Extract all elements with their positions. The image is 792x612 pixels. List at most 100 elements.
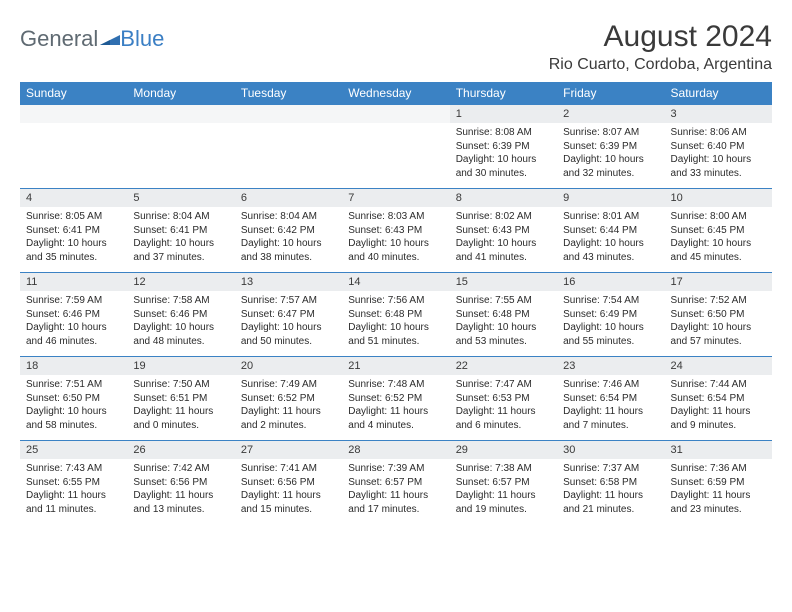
info-cell: Sunrise: 8:01 AMSunset: 6:44 PMDaylight:… <box>557 207 664 273</box>
sunset-text: Sunset: 6:54 PM <box>563 392 658 406</box>
sunrise-text: Sunrise: 7:50 AM <box>133 378 228 392</box>
title-block: August 2024 Rio Cuarto, Cordoba, Argenti… <box>549 20 772 74</box>
sunrise-text: Sunrise: 8:07 AM <box>563 126 658 140</box>
sunset-text: Sunset: 6:57 PM <box>348 476 443 490</box>
daylight-text: Daylight: 10 hours and 30 minutes. <box>456 153 551 180</box>
info-row: Sunrise: 7:51 AMSunset: 6:50 PMDaylight:… <box>20 375 772 441</box>
info-cell: Sunrise: 7:48 AMSunset: 6:52 PMDaylight:… <box>342 375 449 441</box>
date-cell: 14 <box>342 273 449 292</box>
date-cell: 23 <box>557 357 664 376</box>
sunrise-text: Sunrise: 7:36 AM <box>671 462 766 476</box>
sunrise-text: Sunrise: 7:49 AM <box>241 378 336 392</box>
brand-logo: General Blue <box>20 26 164 52</box>
sunset-text: Sunset: 6:45 PM <box>671 224 766 238</box>
date-cell: 3 <box>665 105 772 124</box>
daylight-text: Daylight: 11 hours and 2 minutes. <box>241 405 336 432</box>
daylight-text: Daylight: 10 hours and 33 minutes. <box>671 153 766 180</box>
dayhead-saturday: Saturday <box>665 82 772 105</box>
daylight-text: Daylight: 10 hours and 40 minutes. <box>348 237 443 264</box>
sunset-text: Sunset: 6:57 PM <box>456 476 551 490</box>
sunset-text: Sunset: 6:39 PM <box>563 140 658 154</box>
info-cell <box>127 123 234 189</box>
info-cell <box>342 123 449 189</box>
date-cell: 1 <box>450 105 557 124</box>
date-cell: 12 <box>127 273 234 292</box>
info-cell: Sunrise: 8:03 AMSunset: 6:43 PMDaylight:… <box>342 207 449 273</box>
date-cell: 10 <box>665 189 772 208</box>
date-cell: 21 <box>342 357 449 376</box>
date-cell <box>342 105 449 124</box>
date-cell: 24 <box>665 357 772 376</box>
info-cell: Sunrise: 7:57 AMSunset: 6:47 PMDaylight:… <box>235 291 342 357</box>
daylight-text: Daylight: 11 hours and 19 minutes. <box>456 489 551 516</box>
date-cell: 7 <box>342 189 449 208</box>
date-cell: 6 <box>235 189 342 208</box>
info-cell: Sunrise: 7:52 AMSunset: 6:50 PMDaylight:… <box>665 291 772 357</box>
brand-text-general: General <box>20 26 98 52</box>
sunrise-text: Sunrise: 7:44 AM <box>671 378 766 392</box>
daylight-text: Daylight: 11 hours and 4 minutes. <box>348 405 443 432</box>
sunrise-text: Sunrise: 7:55 AM <box>456 294 551 308</box>
date-cell: 15 <box>450 273 557 292</box>
daylight-text: Daylight: 11 hours and 21 minutes. <box>563 489 658 516</box>
info-cell: Sunrise: 7:37 AMSunset: 6:58 PMDaylight:… <box>557 459 664 524</box>
info-row: Sunrise: 8:05 AMSunset: 6:41 PMDaylight:… <box>20 207 772 273</box>
sunset-text: Sunset: 6:56 PM <box>241 476 336 490</box>
info-cell: Sunrise: 7:59 AMSunset: 6:46 PMDaylight:… <box>20 291 127 357</box>
sunset-text: Sunset: 6:53 PM <box>456 392 551 406</box>
date-cell <box>127 105 234 124</box>
sunrise-text: Sunrise: 8:04 AM <box>241 210 336 224</box>
sunset-text: Sunset: 6:41 PM <box>26 224 121 238</box>
dayhead-wednesday: Wednesday <box>342 82 449 105</box>
date-cell: 16 <box>557 273 664 292</box>
daylight-text: Daylight: 11 hours and 11 minutes. <box>26 489 121 516</box>
sunrise-text: Sunrise: 7:54 AM <box>563 294 658 308</box>
sunrise-text: Sunrise: 7:56 AM <box>348 294 443 308</box>
sunrise-text: Sunrise: 7:38 AM <box>456 462 551 476</box>
date-cell: 31 <box>665 441 772 460</box>
info-cell: Sunrise: 7:38 AMSunset: 6:57 PMDaylight:… <box>450 459 557 524</box>
info-cell: Sunrise: 7:41 AMSunset: 6:56 PMDaylight:… <box>235 459 342 524</box>
daylight-text: Daylight: 10 hours and 35 minutes. <box>26 237 121 264</box>
sunrise-text: Sunrise: 7:37 AM <box>563 462 658 476</box>
sunrise-text: Sunrise: 8:00 AM <box>671 210 766 224</box>
sunset-text: Sunset: 6:44 PM <box>563 224 658 238</box>
location-text: Rio Cuarto, Cordoba, Argentina <box>549 56 772 74</box>
daylight-text: Daylight: 10 hours and 55 minutes. <box>563 321 658 348</box>
calendar-table: Sunday Monday Tuesday Wednesday Thursday… <box>20 82 772 524</box>
sunset-text: Sunset: 6:52 PM <box>241 392 336 406</box>
date-row: 25262728293031 <box>20 441 772 460</box>
sunrise-text: Sunrise: 7:58 AM <box>133 294 228 308</box>
daylight-text: Daylight: 11 hours and 0 minutes. <box>133 405 228 432</box>
info-cell: Sunrise: 7:39 AMSunset: 6:57 PMDaylight:… <box>342 459 449 524</box>
dayhead-tuesday: Tuesday <box>235 82 342 105</box>
daylight-text: Daylight: 11 hours and 13 minutes. <box>133 489 228 516</box>
daylight-text: Daylight: 10 hours and 46 minutes. <box>26 321 121 348</box>
date-cell: 20 <box>235 357 342 376</box>
sunset-text: Sunset: 6:46 PM <box>133 308 228 322</box>
daylight-text: Daylight: 10 hours and 51 minutes. <box>348 321 443 348</box>
sunset-text: Sunset: 6:58 PM <box>563 476 658 490</box>
date-row: 18192021222324 <box>20 357 772 376</box>
info-cell: Sunrise: 7:49 AMSunset: 6:52 PMDaylight:… <box>235 375 342 441</box>
info-cell: Sunrise: 7:56 AMSunset: 6:48 PMDaylight:… <box>342 291 449 357</box>
date-cell: 9 <box>557 189 664 208</box>
sunrise-text: Sunrise: 7:42 AM <box>133 462 228 476</box>
sunset-text: Sunset: 6:41 PM <box>133 224 228 238</box>
sunset-text: Sunset: 6:59 PM <box>671 476 766 490</box>
sunset-text: Sunset: 6:43 PM <box>456 224 551 238</box>
daylight-text: Daylight: 10 hours and 57 minutes. <box>671 321 766 348</box>
sunset-text: Sunset: 6:40 PM <box>671 140 766 154</box>
sunrise-text: Sunrise: 7:47 AM <box>456 378 551 392</box>
date-cell <box>235 105 342 124</box>
date-cell: 8 <box>450 189 557 208</box>
date-cell: 29 <box>450 441 557 460</box>
sunrise-text: Sunrise: 7:48 AM <box>348 378 443 392</box>
sunrise-text: Sunrise: 8:06 AM <box>671 126 766 140</box>
info-cell: Sunrise: 7:47 AMSunset: 6:53 PMDaylight:… <box>450 375 557 441</box>
sunrise-text: Sunrise: 7:43 AM <box>26 462 121 476</box>
sunrise-text: Sunrise: 8:02 AM <box>456 210 551 224</box>
sunrise-text: Sunrise: 8:04 AM <box>133 210 228 224</box>
sunset-text: Sunset: 6:54 PM <box>671 392 766 406</box>
dayhead-thursday: Thursday <box>450 82 557 105</box>
